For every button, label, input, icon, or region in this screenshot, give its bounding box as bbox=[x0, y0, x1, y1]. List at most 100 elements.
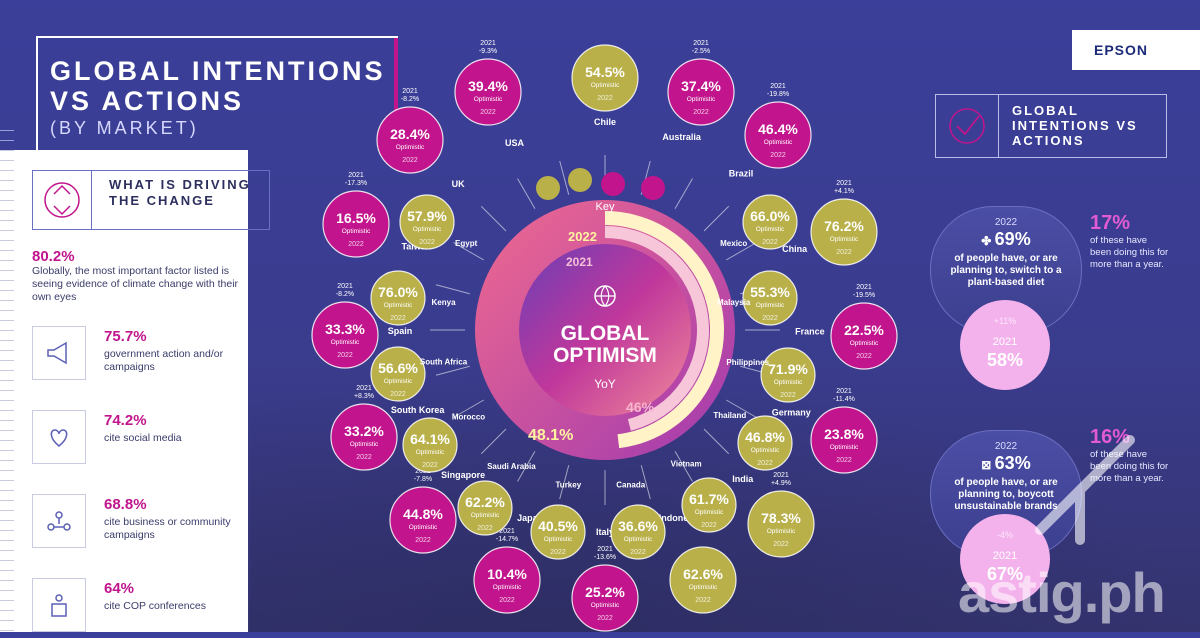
bubble-year: 2022 bbox=[480, 109, 496, 116]
market-bubble: 16.5% Optimistic 2022 2021-17.3% bbox=[322, 172, 390, 258]
bubble-value: 28.4% bbox=[390, 126, 430, 142]
bubble-year: 2022 bbox=[337, 352, 353, 359]
market-bubble: 23.8% Optimistic 2022 2021-11.4% bbox=[810, 388, 878, 474]
bubble-label: Optimistic bbox=[350, 441, 379, 448]
boycott-icon: ⊠ bbox=[981, 458, 995, 472]
bubble-value: 76.2% bbox=[824, 218, 864, 234]
bubble-value: 46.8% bbox=[745, 429, 785, 445]
bubble-year: 2022 bbox=[356, 454, 372, 461]
card-value: ⊠ 63% bbox=[931, 453, 1081, 474]
market-name: South Africa bbox=[420, 357, 468, 366]
bubble-prev-year: 2021 bbox=[337, 283, 353, 290]
headline-stat-pct: 80.2% bbox=[32, 248, 75, 265]
bubble-prev-year: 2021 bbox=[499, 528, 515, 535]
bubble-prev-year: 2021 bbox=[770, 83, 786, 90]
bubble-change: -17.3% bbox=[345, 180, 367, 187]
bubble-circle bbox=[311, 301, 379, 369]
side-stat: 17% of these have been doing this for mo… bbox=[1090, 212, 1170, 271]
change-value: -4% bbox=[996, 530, 1013, 540]
bubble-label: Optimistic bbox=[384, 378, 413, 385]
bubble-circle bbox=[742, 194, 798, 250]
bubble-year: 2022 bbox=[597, 95, 613, 102]
drivers-heading: WHAT IS DRIVING THE CHANGE bbox=[109, 177, 251, 208]
market-name: Spain bbox=[388, 326, 413, 336]
card-year: 2022 bbox=[994, 441, 1018, 452]
bubble-year: 2022 bbox=[630, 549, 646, 556]
bubble-label: Optimistic bbox=[624, 536, 653, 543]
bubble-prev-year: 2021 bbox=[693, 40, 709, 47]
bubble-prev-year: 2021 bbox=[836, 388, 852, 395]
market-name: Chile bbox=[594, 117, 616, 127]
market-bubble: 62.2% Optimistic 2022 bbox=[457, 480, 513, 536]
bubble-circle bbox=[376, 106, 444, 174]
driver-item-pct: 64% bbox=[104, 580, 135, 597]
bubble-circle bbox=[322, 190, 390, 258]
watermark-logo-mark bbox=[1035, 435, 1135, 545]
bubble-change: -14.7% bbox=[496, 536, 518, 543]
center-yoy: YoY bbox=[594, 377, 616, 391]
spoke-line bbox=[453, 399, 485, 418]
spoke-line bbox=[703, 205, 730, 232]
bubble-circle bbox=[454, 58, 522, 126]
bubble-label: Optimistic bbox=[493, 584, 522, 591]
bubble-circle bbox=[610, 504, 666, 560]
bubble-year: 2022 bbox=[762, 239, 778, 246]
bubble-change: -8.2% bbox=[336, 291, 354, 298]
bubble-label: Optimistic bbox=[695, 509, 724, 516]
bubble-label: Optimistic bbox=[689, 584, 718, 591]
bubble-circle bbox=[744, 101, 812, 169]
spoke-line bbox=[725, 399, 757, 418]
bubble-value: 16.5% bbox=[336, 210, 376, 226]
center-label-1: GLOBAL bbox=[561, 322, 650, 345]
megaphone-icon bbox=[32, 326, 86, 380]
bubble-prev-year: 2021 bbox=[773, 472, 789, 479]
bubble-value: 61.7% bbox=[689, 491, 729, 507]
bubble-label: Optimistic bbox=[767, 528, 796, 535]
market-bubble: 39.4% Optimistic 2022 2021-9.3% bbox=[454, 40, 522, 126]
side-stat-text: of these have been doing this for more t… bbox=[1090, 235, 1169, 270]
bubble-label: Optimistic bbox=[544, 536, 573, 543]
bubble-label: Optimistic bbox=[342, 228, 371, 235]
bubble-circle bbox=[742, 270, 798, 326]
driver-item: 68.8% cite business or community campaig… bbox=[32, 490, 247, 554]
card-value: ✤ 69% bbox=[931, 229, 1081, 250]
people-network-icon bbox=[32, 494, 86, 548]
previous-year-bubble: +11% 2021 58% bbox=[960, 300, 1050, 390]
spoke-line bbox=[517, 178, 536, 210]
bubble-circle bbox=[370, 346, 426, 402]
bubble-value: 76.0% bbox=[378, 284, 418, 300]
driver-item-pct: 75.7% bbox=[104, 328, 147, 345]
bubble-year: 2022 bbox=[757, 460, 773, 467]
spoke-line bbox=[674, 450, 693, 482]
bubble-change: +8.3% bbox=[354, 393, 374, 400]
brand-logo: EPSON bbox=[1072, 30, 1200, 70]
bubble-label: Optimistic bbox=[687, 96, 716, 103]
bubble-year: 2022 bbox=[550, 549, 566, 556]
bubble-label: Optimistic bbox=[384, 302, 413, 309]
card-year: 2022 bbox=[994, 217, 1018, 228]
bubble-value: 62.6% bbox=[683, 566, 723, 582]
bubble-year: 2022 bbox=[856, 353, 872, 360]
spoke-line bbox=[703, 428, 730, 455]
side-stat-pct: 16% bbox=[1090, 426, 1131, 448]
bubble-change: -9.3% bbox=[479, 48, 497, 55]
speaker-podium-icon bbox=[32, 578, 86, 632]
bubble-year: 2022 bbox=[695, 597, 711, 604]
previous-year-bubble: -4% 2021 67% bbox=[960, 514, 1050, 604]
bubble-label: Optimistic bbox=[416, 449, 445, 456]
bubble-change: -11.4% bbox=[833, 396, 855, 403]
bubble-circle bbox=[571, 564, 639, 632]
driver-item-pct: 68.8% bbox=[104, 496, 147, 513]
market-name: Saudi Arabia bbox=[487, 462, 536, 471]
title-line-2: VS ACTIONS bbox=[50, 86, 245, 116]
bubble-year: 2022 bbox=[402, 157, 418, 164]
market-bubble: 37.4% Optimistic 2022 2021-2.5% bbox=[667, 40, 735, 126]
bubble-value: 46.4% bbox=[758, 121, 798, 137]
checkmark-icon bbox=[936, 95, 999, 157]
market-bubble: 66.0% Optimistic 2022 bbox=[742, 194, 798, 250]
bubble-label: Optimistic bbox=[756, 302, 785, 309]
bubble-value: 33.2% bbox=[344, 423, 384, 439]
bubble-value: 54.5% bbox=[585, 64, 625, 80]
market-name: USA bbox=[505, 138, 525, 148]
market-name: Singapore bbox=[441, 470, 485, 480]
